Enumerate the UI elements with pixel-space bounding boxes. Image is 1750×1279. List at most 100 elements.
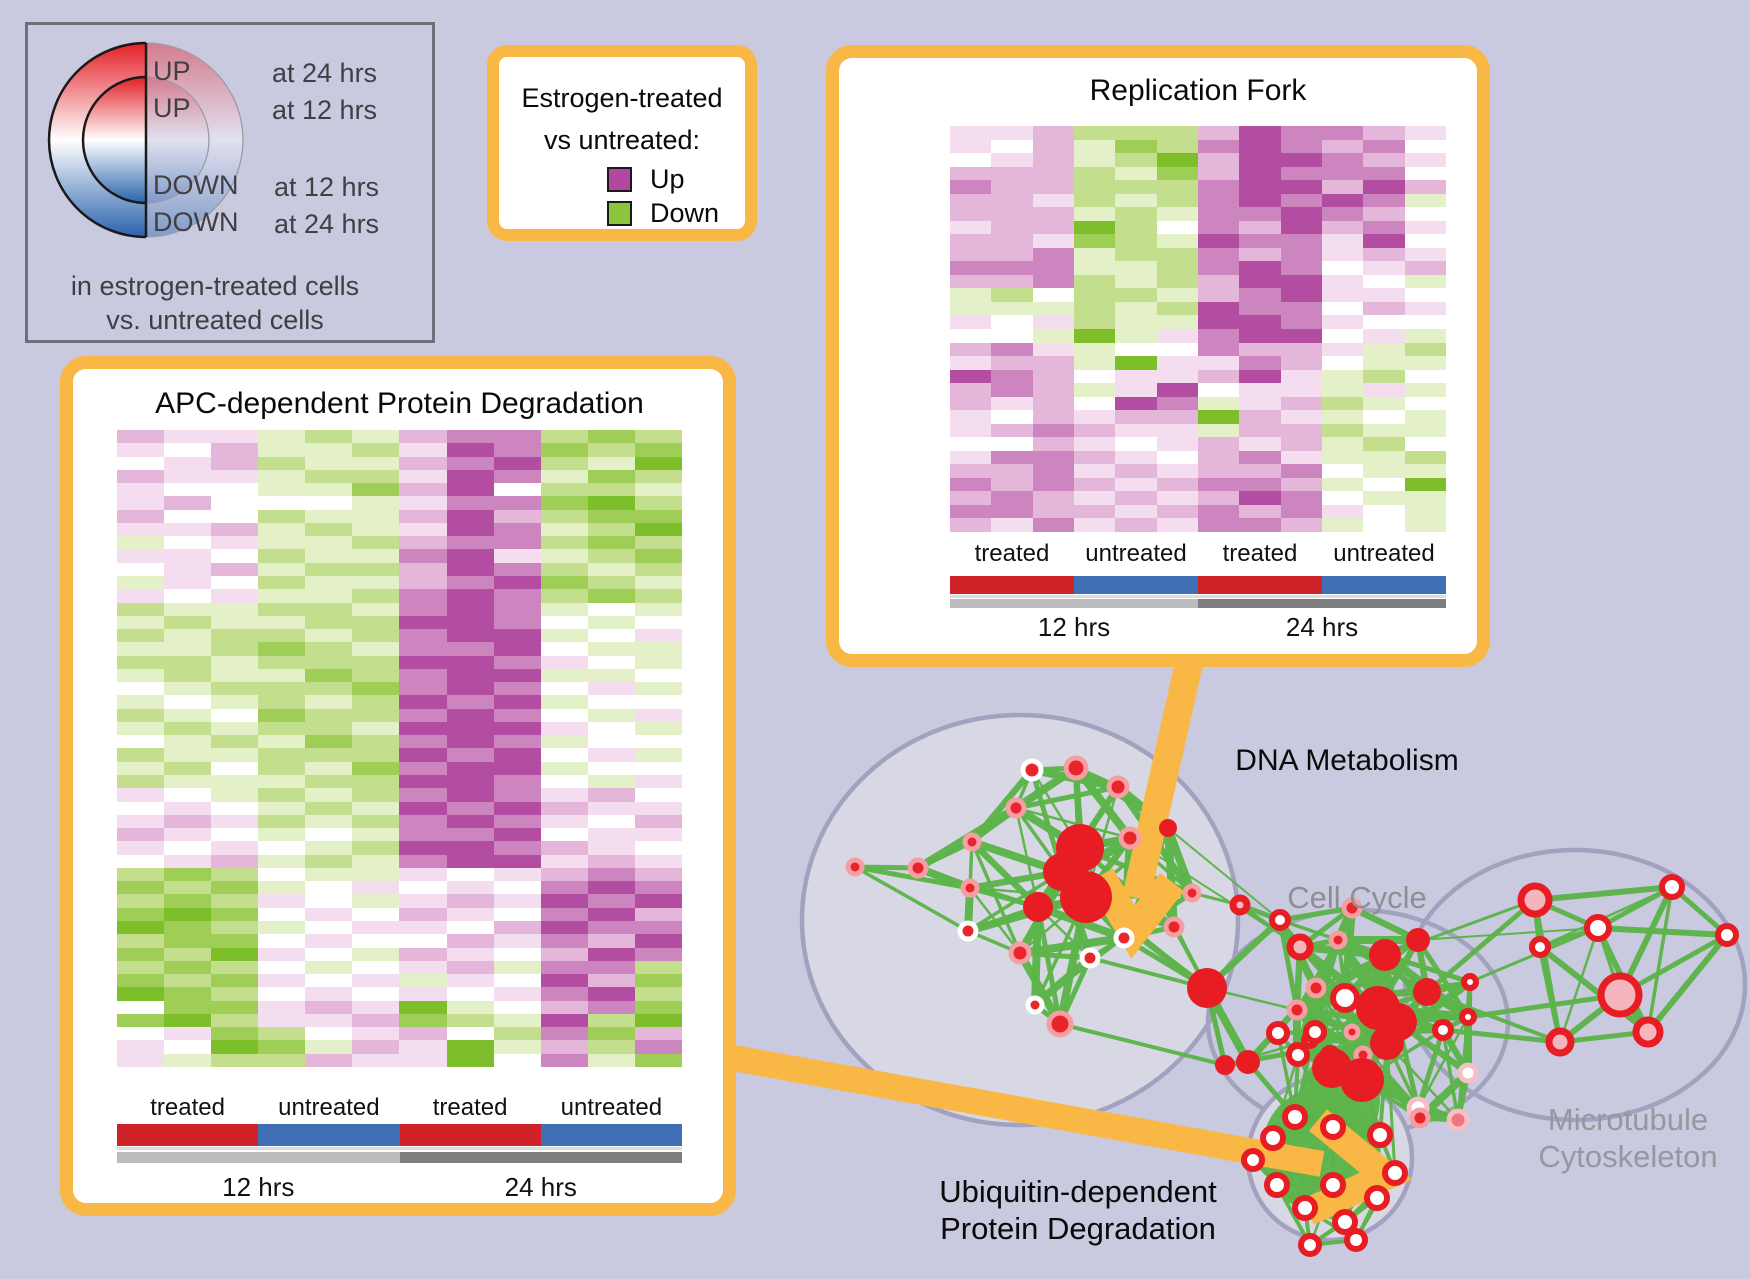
heatmap-cell <box>352 682 400 696</box>
heatmap-cell <box>634 814 682 829</box>
heatmap-cell <box>117 655 165 669</box>
heatmap-cell <box>446 642 494 656</box>
heatmap-cell <box>164 443 212 457</box>
heatmap-cell <box>1280 247 1322 262</box>
heatmap-cell <box>1239 288 1281 302</box>
heatmap-cell <box>1363 220 1405 235</box>
heatmap-cell <box>1156 247 1198 262</box>
heatmap-cell <box>164 828 212 842</box>
heatmap-cell <box>587 536 635 550</box>
heatmap-cell <box>352 456 400 470</box>
heatmap-cell <box>1404 180 1446 194</box>
heatmap-cell <box>1115 220 1157 235</box>
heatmap-cell <box>587 987 635 1001</box>
heatmap-cell <box>446 522 494 537</box>
heatmap-cell <box>305 788 353 802</box>
heatmap-cell <box>305 615 353 630</box>
heatmap-cell <box>540 615 588 630</box>
heatmap-cell <box>117 668 165 683</box>
heatmap-cell <box>493 1013 541 1028</box>
replication-fork-panel: Replication Fork treated untreated treated… <box>826 45 1490 667</box>
heatmap-cell <box>991 423 1033 438</box>
heatmap-cell <box>493 522 541 537</box>
heatmap-cell <box>587 655 635 669</box>
heatmap-cell <box>164 814 212 829</box>
heatmap-cell <box>634 960 682 975</box>
heatmap-cell <box>540 721 588 736</box>
network-node-wr <box>1113 927 1135 949</box>
heatmap-cell <box>211 867 259 882</box>
network-edge <box>1015 806 1131 840</box>
heatmap-cell <box>540 894 588 908</box>
heatmap-cell <box>540 775 588 789</box>
heatmap-cell <box>1404 126 1446 140</box>
treated-bar <box>1198 576 1322 594</box>
heatmap-cell <box>540 456 588 470</box>
heatmap-cell <box>211 695 259 709</box>
heatmap-cell <box>540 695 588 709</box>
heatmap-cell <box>1280 274 1322 289</box>
heatmap-cell <box>493 1027 541 1041</box>
heatmap-cell <box>1239 193 1281 208</box>
heatmap-cell <box>258 483 306 497</box>
heatmap-cell <box>305 1027 353 1041</box>
heatmap-cell <box>1404 301 1446 316</box>
arrow-rf-to-dna-band <box>1122 646 1206 902</box>
heatmap-cell <box>1321 369 1364 384</box>
heatmap-cell <box>1239 477 1281 492</box>
heatmap-cell <box>117 867 165 882</box>
heatmap-cell <box>1156 383 1198 397</box>
heatmap-cell <box>352 430 400 444</box>
heatmap-cell <box>1032 383 1074 397</box>
heatmap-cell <box>634 522 682 537</box>
heatmap-cell <box>117 721 165 736</box>
heatmap-cell <box>446 907 494 922</box>
heatmap-cell <box>1115 234 1157 248</box>
heatmap-cell <box>399 828 447 842</box>
ring-up12-label: UP <box>153 93 191 123</box>
heatmap-cell <box>950 477 992 492</box>
heatmap-cell <box>587 761 635 776</box>
heatmap-cell <box>1404 288 1446 302</box>
heatmap-cell <box>1115 410 1157 424</box>
heatmap-cell <box>540 881 588 895</box>
heatmap-cell <box>991 383 1033 397</box>
heatmap-cell <box>1115 301 1157 316</box>
heatmap-cell <box>399 642 447 656</box>
heatmap-cell <box>1280 342 1322 357</box>
heatmap-cell <box>399 867 447 882</box>
heatmap-cell <box>164 562 212 576</box>
heatmap-cell <box>1280 410 1322 424</box>
heatmap-cell <box>493 907 541 922</box>
heatmap-cell <box>211 881 259 895</box>
heatmap-cell <box>587 1053 635 1067</box>
heatmap-cell <box>1321 274 1364 289</box>
heatmap-cell <box>1239 369 1281 384</box>
heatmap-cell <box>1197 207 1240 221</box>
heatmap-cell <box>1156 234 1198 248</box>
network-node-pr <box>960 878 980 898</box>
heatmap-cell <box>258 748 306 762</box>
heatmap-cell <box>399 775 447 789</box>
heatmap-cell <box>493 960 541 975</box>
heatmap-cell <box>587 867 635 882</box>
network-edge <box>1019 950 1091 961</box>
network-edge <box>1032 954 1093 1009</box>
heatmap-cell <box>352 668 400 683</box>
heatmap-cell <box>634 642 682 656</box>
heatmap-cell <box>1115 274 1157 289</box>
heatmap-cell <box>399 748 447 762</box>
heatmap-cell <box>587 1027 635 1041</box>
heatmap-cell <box>446 960 494 975</box>
heatmap-cell <box>587 1040 635 1054</box>
up-label: Up <box>650 164 685 194</box>
heatmap-cell <box>117 708 165 722</box>
heatmap-cell <box>164 1000 212 1014</box>
heatmap-cell <box>446 974 494 988</box>
heatmap-cell <box>1321 518 1364 532</box>
heatmap-cell <box>1321 356 1364 370</box>
heatmap-cell <box>1404 342 1446 357</box>
network-node-wr <box>1020 758 1044 782</box>
heatmap-cell <box>1115 356 1157 370</box>
heatmap-cell <box>1115 383 1157 397</box>
